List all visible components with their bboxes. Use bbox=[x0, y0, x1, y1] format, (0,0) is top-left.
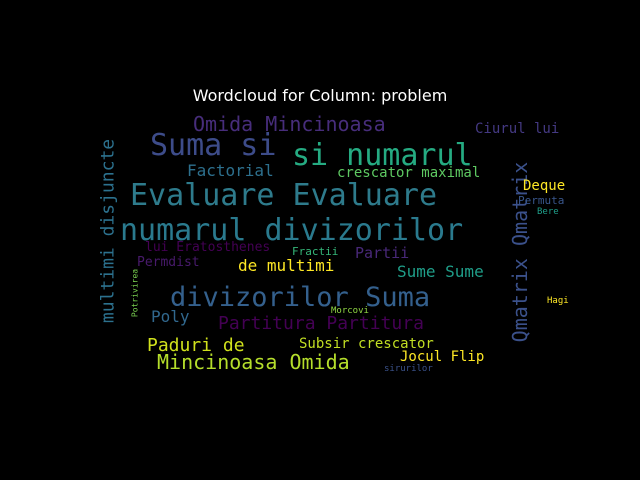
word-13: de multimi bbox=[238, 256, 334, 275]
word-19: Partii bbox=[355, 244, 409, 262]
word-15: Ciurul lui bbox=[475, 121, 559, 137]
word-27: sirurilor bbox=[384, 364, 433, 374]
word-11: Factorial bbox=[187, 161, 274, 180]
word-5: Omida Mincinoasa bbox=[193, 112, 386, 136]
word-28: Hagi bbox=[547, 296, 569, 306]
word-29: Potrivirea bbox=[131, 269, 140, 317]
word-23: Permuta bbox=[518, 194, 564, 207]
word-10: Paduri de bbox=[147, 335, 245, 356]
word-2: divizorilor Suma bbox=[170, 282, 430, 313]
word-18: Poly bbox=[151, 307, 190, 326]
word-16: Subsir crescator bbox=[299, 336, 434, 352]
word-22: Permdist bbox=[137, 255, 200, 270]
word-26: Morcovi bbox=[331, 306, 369, 316]
word-8: Mincinoasa Omida bbox=[157, 350, 350, 374]
word-6: Qmatrix Qmatrix bbox=[508, 162, 532, 343]
word-14: crescator maximal bbox=[337, 165, 480, 181]
word-4: Suma si bbox=[150, 128, 276, 163]
word-3: si numarul bbox=[292, 138, 473, 173]
word-21: Deque bbox=[523, 178, 565, 194]
word-24: Fractii bbox=[292, 245, 338, 258]
word-1: numarul divizorilor bbox=[120, 213, 463, 248]
word-20: lui Eratosthenes bbox=[145, 240, 270, 255]
word-25: Bere bbox=[537, 207, 559, 217]
chart-title: Wordcloud for Column: problem bbox=[192, 86, 448, 105]
word-17: Jocul Flip bbox=[400, 349, 484, 365]
word-0: Evaluare Evaluare bbox=[130, 178, 437, 213]
word-7: multimi disjuncte bbox=[98, 139, 119, 323]
word-12: Sume Sume bbox=[397, 262, 484, 281]
word-9: Partitura Partitura bbox=[218, 313, 424, 334]
